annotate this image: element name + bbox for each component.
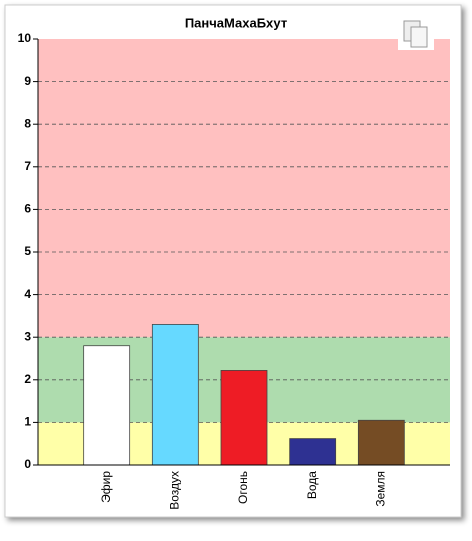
y-tick-label: 7 [24, 159, 31, 173]
bar [289, 438, 337, 466]
y-tick-label: 8 [24, 116, 31, 130]
bar [357, 419, 405, 466]
y-tick-label: 4 [24, 287, 31, 301]
x-tick-label: Эфир [99, 471, 113, 503]
copy-icon[interactable] [398, 18, 434, 50]
y-tick-label: 3 [24, 329, 31, 343]
y-tick-label: 5 [24, 244, 31, 258]
background-band [38, 39, 450, 338]
x-tick-label: Земля [374, 471, 388, 507]
bar [83, 345, 131, 466]
y-tick-label: 2 [24, 372, 31, 386]
plot-area: 0 1 2 3 4 5 6 7 8 9 10 Эфир Воздух Огонь Вода Земля [18, 31, 450, 510]
y-tick-label: 1 [24, 415, 31, 429]
x-tick-label: Вода [305, 471, 319, 499]
chart-title: ПанчаМахаБхут [185, 15, 287, 30]
bar [220, 370, 268, 466]
bar [151, 324, 199, 466]
y-tick-label: 10 [18, 31, 32, 45]
y-tick-label: 6 [24, 202, 31, 216]
y-tick-label: 9 [24, 74, 31, 88]
x-tick-label: Огонь [236, 471, 250, 504]
x-tick-label: Воздух [168, 471, 182, 510]
copy-icon-sheet[interactable] [410, 26, 428, 48]
y-tick-label: 0 [24, 457, 31, 471]
